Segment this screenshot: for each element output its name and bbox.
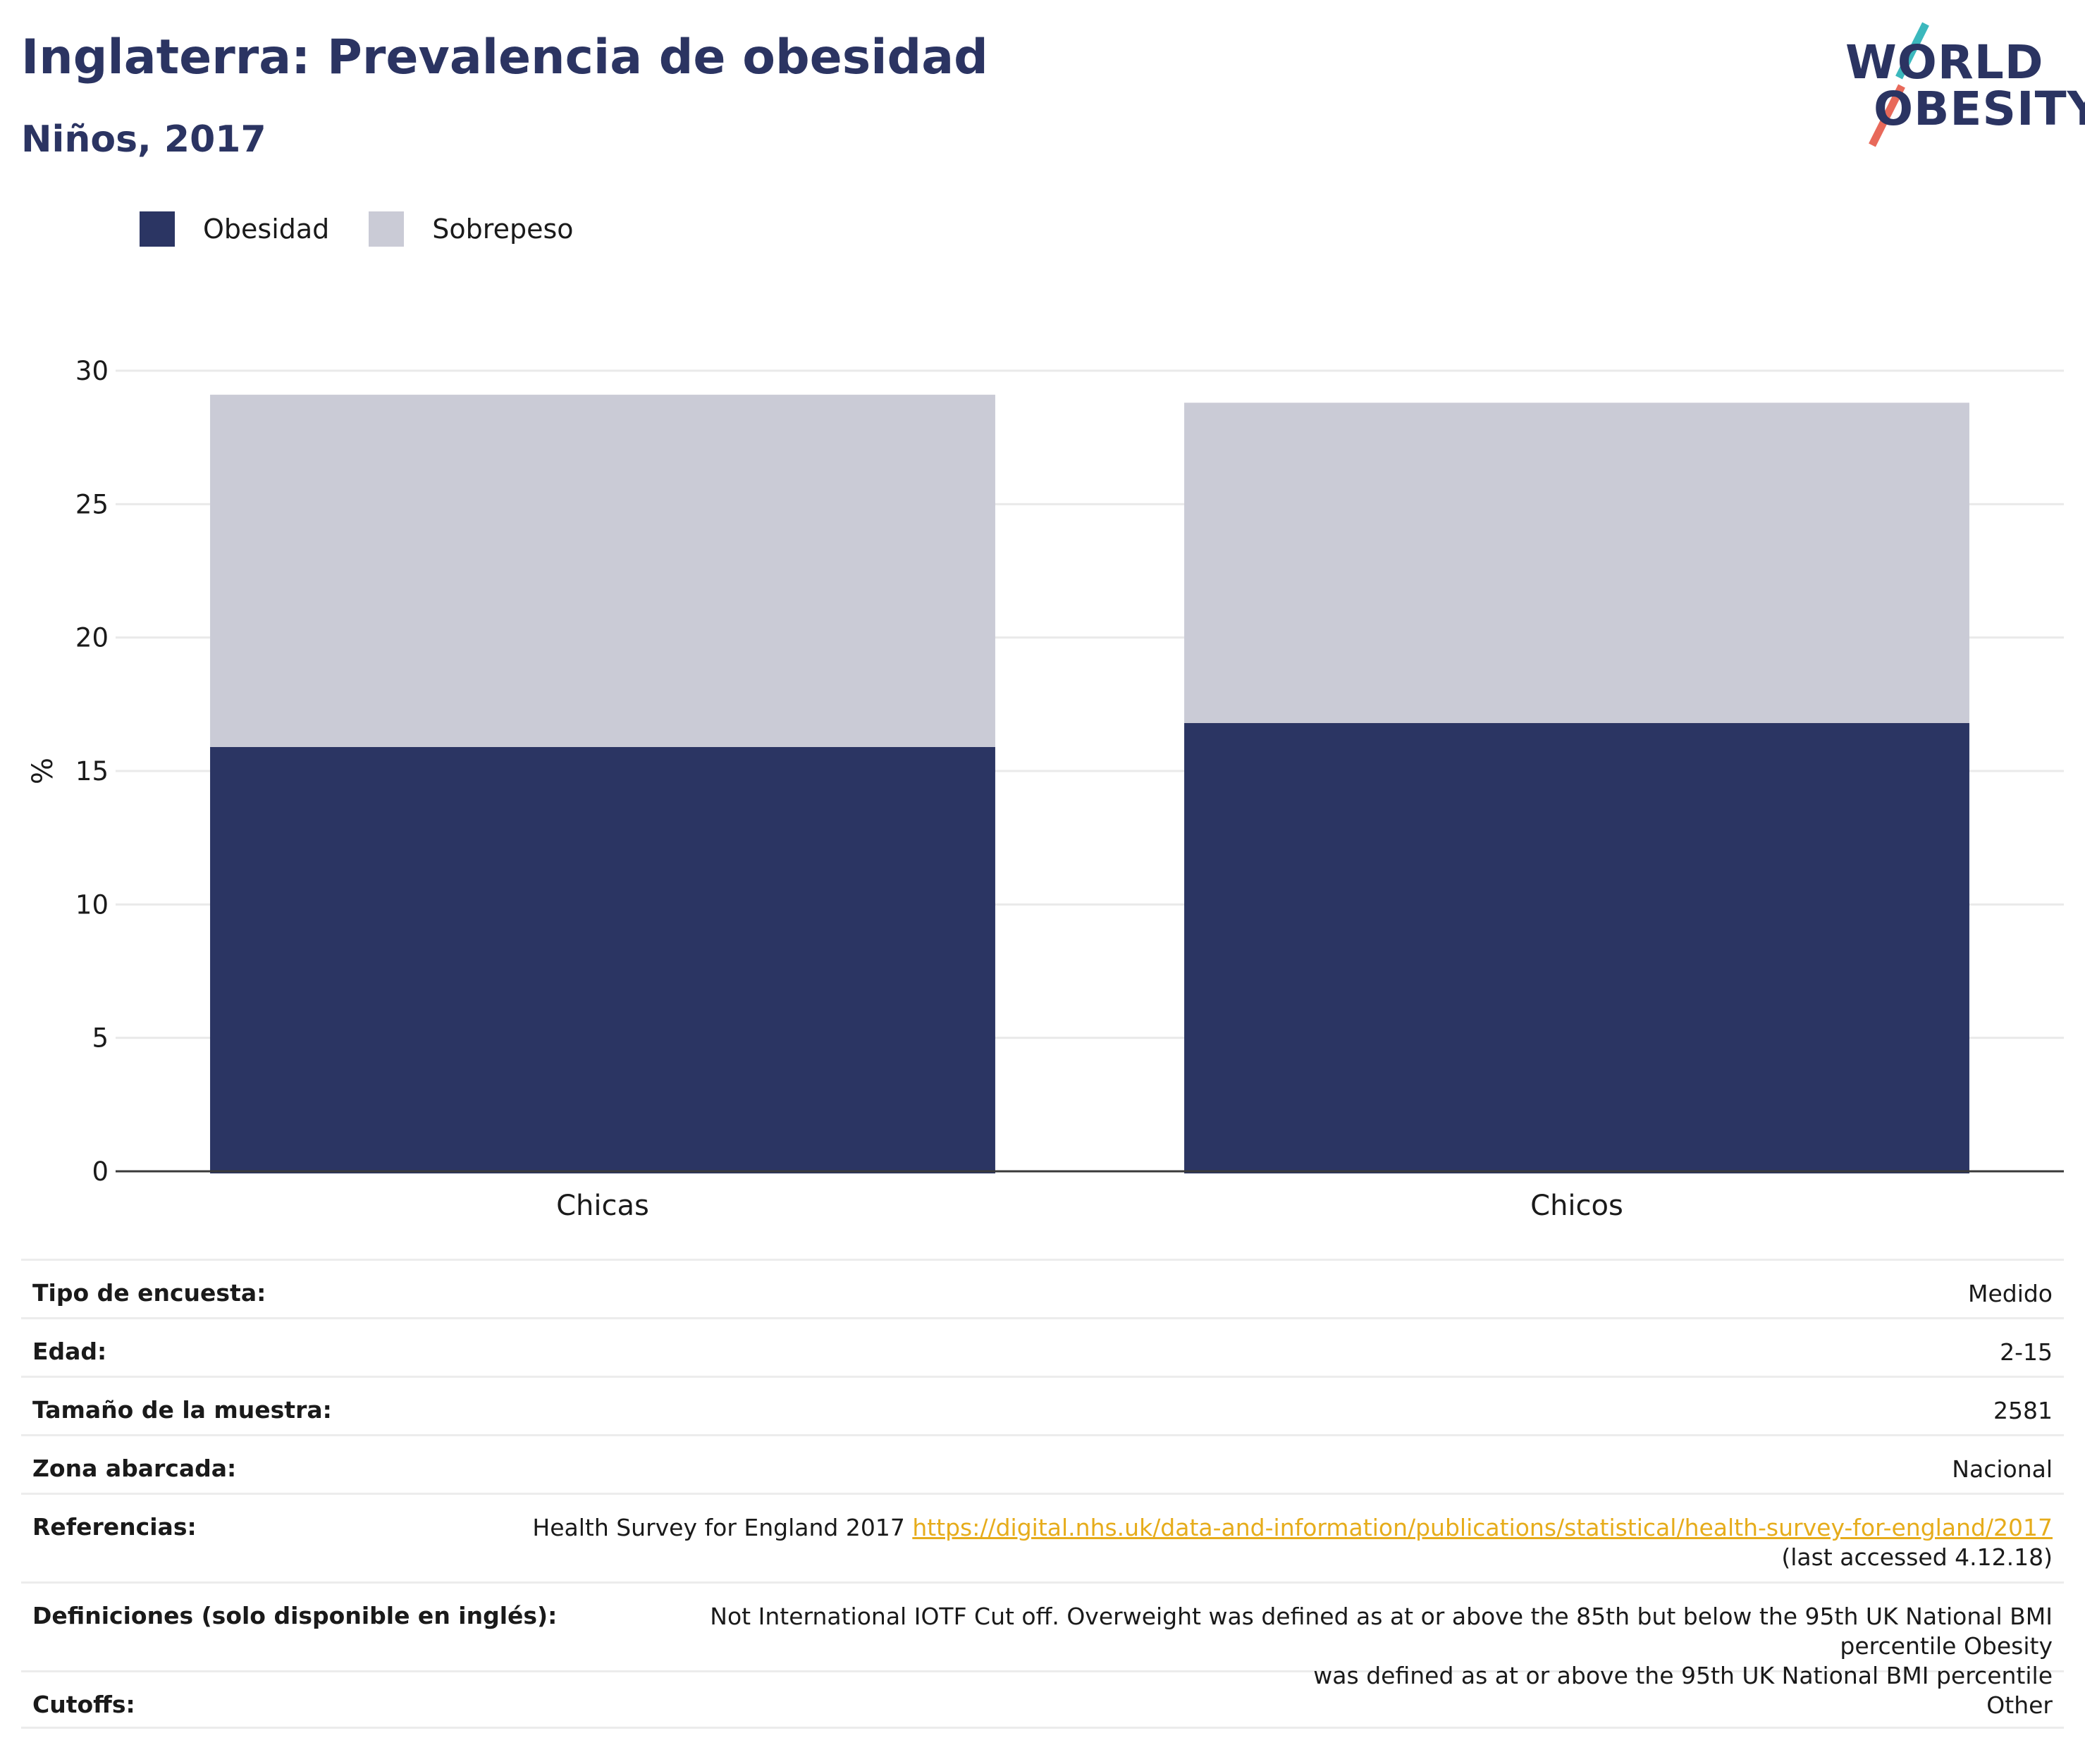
bar-sobrepeso-chicas bbox=[210, 395, 995, 747]
info-row-cutoffs: Cutoffs: Other bbox=[21, 1670, 2064, 1729]
info-value: Health Survey for England 2017 https://d… bbox=[532, 1513, 2053, 1572]
y-tick-label: 15 bbox=[75, 756, 109, 787]
bar-obesidad-chicos bbox=[1184, 722, 1969, 1173]
reference-text: Health Survey for England 2017 bbox=[532, 1514, 905, 1541]
info-label: Edad: bbox=[32, 1338, 107, 1365]
legend-label-obesidad: Obesidad bbox=[203, 214, 330, 245]
info-value: 2-15 bbox=[2000, 1338, 2053, 1366]
y-tick-label: 5 bbox=[92, 1023, 109, 1054]
y-tick-label: 0 bbox=[92, 1157, 109, 1187]
info-label: Cutoffs: bbox=[32, 1691, 135, 1718]
chart-subtitle: Niños, 2017 bbox=[21, 118, 266, 161]
y-tick-label: 10 bbox=[75, 889, 109, 920]
legend-swatch-obesidad bbox=[140, 211, 175, 247]
info-row-area: Zona abarcada: Nacional bbox=[21, 1434, 2064, 1493]
bar-sobrepeso-chicos bbox=[1184, 402, 1969, 723]
y-axis-label: % bbox=[27, 758, 59, 784]
logo-slash-icon bbox=[1869, 22, 1929, 147]
info-label: Tipo de encuesta: bbox=[32, 1279, 266, 1307]
info-row-references: Referencias: Health Survey for England 2… bbox=[21, 1493, 2064, 1581]
info-value: Medido bbox=[1967, 1280, 2053, 1307]
chart-legend: Obesidad Sobrepeso bbox=[140, 211, 613, 247]
stacked-bar-chart: 0 5 10 15 20 25 30% Chicas Chicos bbox=[27, 356, 2064, 1222]
info-label: Definiciones (solo disponible en inglés)… bbox=[32, 1602, 558, 1629]
reference-link[interactable]: https://digital.nhs.uk/data-and-informat… bbox=[912, 1514, 2053, 1541]
chart-title: Inglaterra: Prevalencia de obesidad bbox=[21, 30, 988, 85]
info-label: Referencias: bbox=[32, 1513, 197, 1541]
legend-item-sobrepeso[interactable]: Sobrepeso bbox=[369, 211, 574, 247]
survey-info-table: Tipo de encuesta: Medido Edad: 2-15 Tama… bbox=[21, 1259, 2064, 1729]
x-tick-label: Chicos bbox=[1530, 1190, 1623, 1222]
y-tick-label: 20 bbox=[75, 623, 109, 653]
definition-line-2: was defined as at or above the 95th UK N… bbox=[1313, 1662, 2053, 1689]
info-label: Tamaño de la muestra: bbox=[32, 1396, 332, 1424]
definition-line-1: Not International IOTF Cut off. Overweig… bbox=[710, 1603, 2053, 1660]
reference-note: (last accessed 4.12.18) bbox=[1781, 1543, 2053, 1571]
info-value: Other bbox=[1986, 1691, 2053, 1719]
info-value: Nacional bbox=[1952, 1455, 2053, 1483]
world-obesity-logo: WORLD OBESITY bbox=[1840, 21, 2085, 148]
legend-item-obesidad[interactable]: Obesidad bbox=[140, 211, 329, 247]
info-row-age: Edad: 2-15 bbox=[21, 1317, 2064, 1376]
info-row-survey-type: Tipo de encuesta: Medido bbox=[21, 1259, 2064, 1317]
bar-obesidad-chicas bbox=[210, 746, 995, 1173]
info-row-sample-size: Tamaño de la muestra: 2581 bbox=[21, 1376, 2064, 1434]
x-tick-label: Chicas bbox=[556, 1190, 649, 1222]
y-tick-label: 25 bbox=[75, 489, 109, 519]
logo-text-obesity: OBESITY bbox=[1874, 82, 2085, 136]
info-label: Zona abarcada: bbox=[32, 1455, 237, 1482]
y-tick-label: 30 bbox=[75, 356, 109, 386]
info-row-definitions: Definiciones (solo disponible en inglés)… bbox=[21, 1581, 2064, 1689]
info-value: 2581 bbox=[1993, 1397, 2053, 1424]
logo-text-world: WORLD bbox=[1845, 35, 2044, 90]
legend-label-sobrepeso: Sobrepeso bbox=[432, 214, 574, 245]
info-value: Not International IOTF Cut off. Overweig… bbox=[599, 1602, 2053, 1691]
legend-swatch-sobrepeso bbox=[369, 211, 405, 247]
